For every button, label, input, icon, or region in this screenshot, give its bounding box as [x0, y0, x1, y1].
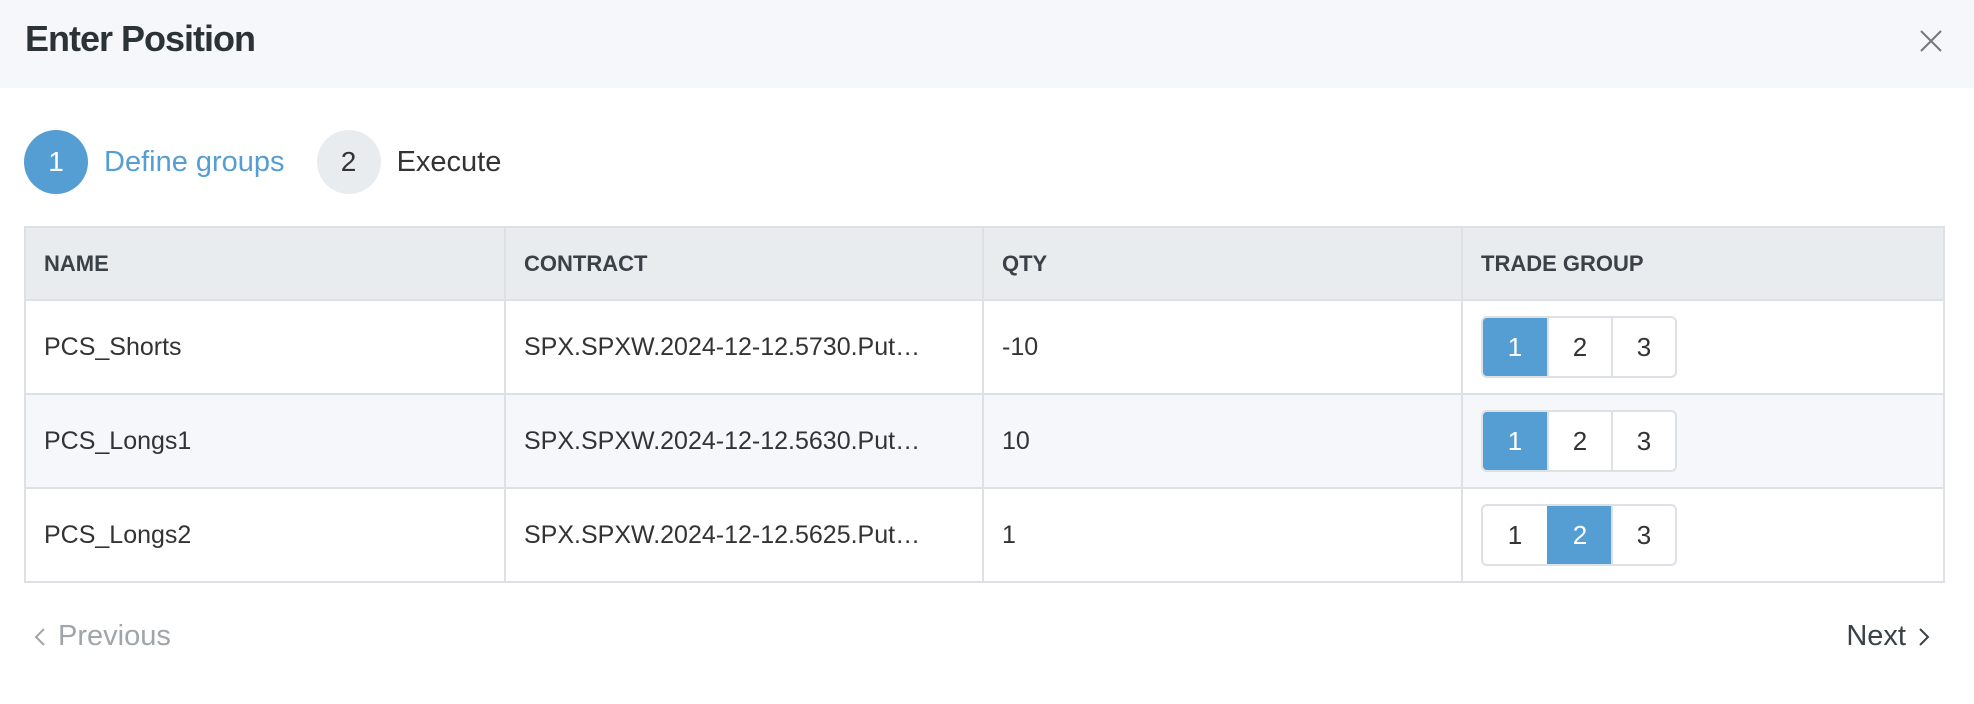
cell-name: PCS_Shorts — [24, 299, 506, 395]
trade-group-option-3[interactable]: 3 — [1611, 412, 1675, 470]
step-2-circle: 2 — [316, 130, 381, 194]
cell-contract: SPX.SPXW.2024-12-12.5630.Put… — [504, 393, 984, 489]
trade-group-option-3[interactable]: 3 — [1611, 506, 1675, 564]
column-header-name: NAME — [24, 226, 506, 301]
table-row: PCS_Shorts SPX.SPXW.2024-12-12.5730.Put…… — [24, 299, 1945, 395]
cell-name: PCS_Longs1 — [24, 393, 506, 489]
column-header-trade-group: TRADE GROUP — [1461, 226, 1945, 301]
trade-group-option-1[interactable]: 1 — [1483, 412, 1547, 470]
step-1-circle: 1 — [24, 130, 88, 194]
trade-group-option-1[interactable]: 1 — [1507, 519, 1523, 550]
step-2-label: Execute — [396, 145, 502, 178]
next-button[interactable]: Next — [1846, 620, 1930, 653]
trade-group-option-2[interactable]: 2 — [1547, 506, 1611, 564]
dialog-header: Enter Position — [0, 0, 1974, 88]
trade-group-option-2[interactable]: 2 — [1547, 318, 1611, 376]
trade-group-option-3[interactable]: 3 — [1611, 318, 1675, 376]
cell-qty: -10 — [982, 299, 1463, 395]
cell-qty: 1 — [982, 487, 1463, 583]
next-label: Next — [1846, 620, 1906, 652]
stepper: 1 Define groups 2 Execute — [24, 130, 501, 194]
close-icon[interactable] — [1916, 26, 1946, 56]
groups-table: NAME CONTRACT QTY TRADE GROUP PCS_Shorts… — [24, 226, 1945, 583]
cell-contract: SPX.SPXW.2024-12-12.5730.Put… — [504, 299, 984, 395]
step-1-label: Define groups — [104, 145, 285, 178]
cell-name: PCS_Longs2 — [24, 487, 506, 583]
cell-contract: SPX.SPXW.2024-12-12.5625.Put… — [504, 487, 984, 583]
table-row: PCS_Longs1 SPX.SPXW.2024-12-12.5630.Put…… — [24, 393, 1945, 489]
cell-qty: 10 — [982, 393, 1463, 489]
table-row: PCS_Longs2 SPX.SPXW.2024-12-12.5625.Put…… — [24, 487, 1945, 583]
column-header-qty: QTY — [982, 226, 1463, 301]
previous-button[interactable]: Previous — [34, 620, 171, 653]
chevron-left-icon — [34, 627, 45, 646]
trade-group-option-1[interactable]: 1 — [1483, 318, 1547, 376]
column-header-contract: CONTRACT — [504, 226, 984, 301]
chevron-right-icon — [1919, 627, 1930, 646]
previous-label: Previous — [58, 620, 171, 652]
dialog-title: Enter Position — [25, 18, 256, 59]
trade-group-option-2[interactable]: 2 — [1547, 412, 1611, 470]
